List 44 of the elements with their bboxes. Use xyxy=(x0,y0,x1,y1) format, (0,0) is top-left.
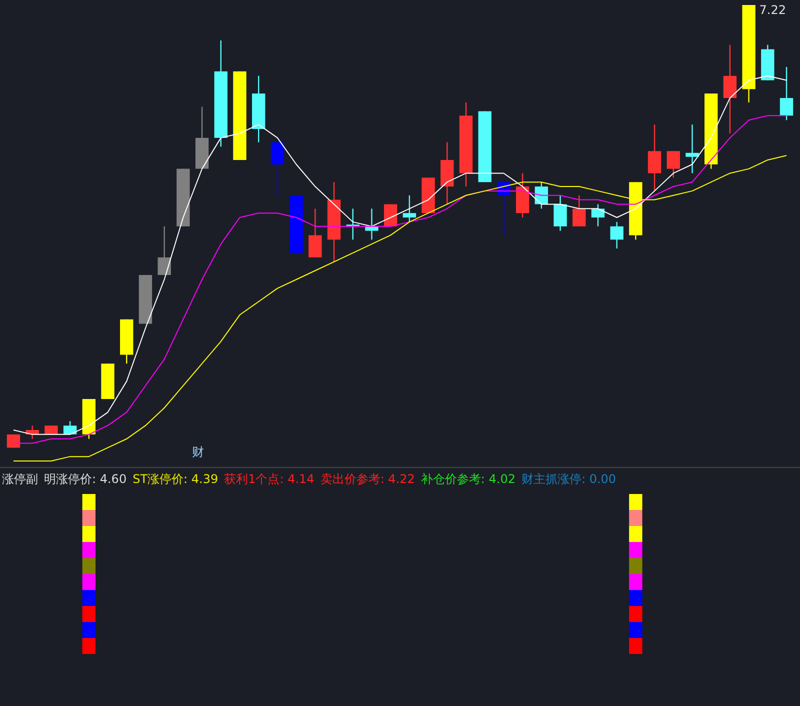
candlestick xyxy=(158,226,171,276)
candlestick xyxy=(402,194,416,223)
bar xyxy=(629,638,642,654)
candlestick xyxy=(308,208,322,258)
bar xyxy=(82,606,96,622)
bar xyxy=(82,510,96,526)
bar xyxy=(82,494,96,510)
candlestick xyxy=(554,194,567,232)
text: 补仓价参考: 4.02 xyxy=(420,472,516,486)
text: ST涨停价: 4.39 xyxy=(132,472,218,486)
annotation: 财 xyxy=(192,444,204,461)
text: 卖出价参考: 4.22 xyxy=(320,472,415,486)
bar xyxy=(629,558,642,574)
text: 财主抓涨停: 0.00 xyxy=(521,472,616,486)
bar xyxy=(82,622,96,638)
candlestick xyxy=(610,221,624,250)
candlestick xyxy=(648,124,662,192)
bar xyxy=(82,590,96,606)
candlestick xyxy=(686,124,699,174)
text: 涨停副 xyxy=(2,472,38,486)
bar xyxy=(82,526,96,542)
candlestick xyxy=(270,142,284,196)
bar xyxy=(629,510,642,526)
bar xyxy=(82,542,96,558)
bar xyxy=(629,590,642,606)
candlestick xyxy=(666,150,680,178)
bar xyxy=(82,638,96,654)
bar xyxy=(82,558,96,574)
text: 明涨停价: 4.60 xyxy=(44,472,127,486)
text: 获利1个点: 4.14 xyxy=(224,472,314,486)
bar xyxy=(629,622,642,638)
bar xyxy=(629,606,642,622)
candlestick xyxy=(572,194,586,227)
bar xyxy=(629,526,642,542)
bar xyxy=(629,494,642,510)
candlestick xyxy=(723,44,737,134)
bar xyxy=(82,574,96,590)
bar xyxy=(629,542,642,558)
candlestick xyxy=(780,66,794,121)
annotation: 7.22 xyxy=(759,3,786,17)
bar xyxy=(629,574,642,590)
candlestick xyxy=(63,420,77,436)
candlestick xyxy=(365,208,378,240)
candlestick xyxy=(591,204,605,227)
